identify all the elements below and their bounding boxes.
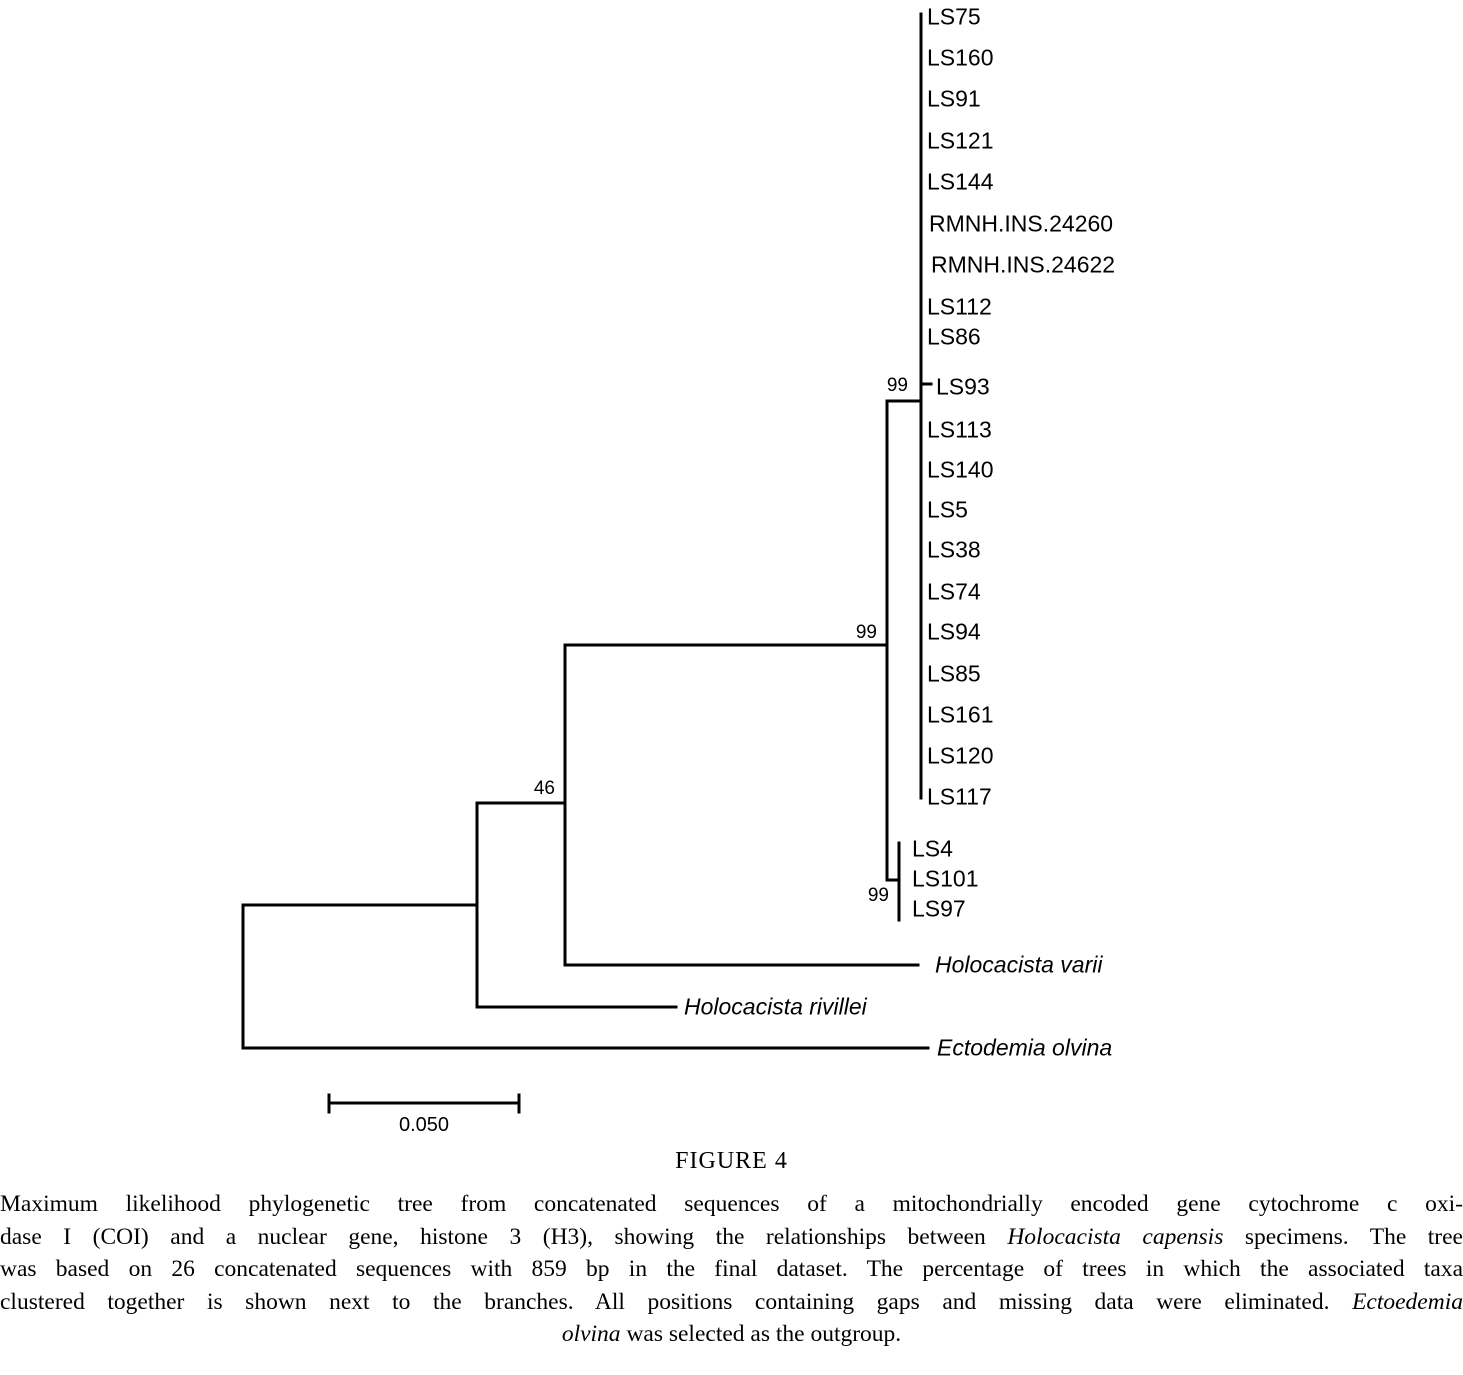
taxon-label: LS91 [927,85,981,112]
taxon-label: LS4 [912,835,953,862]
caption-text: Maximum likelihood phylogenetic tree fro… [0,1191,1463,1217]
taxon-label: LS5 [927,496,968,523]
taxon-label: LS97 [912,895,966,922]
figure-caption-title: FIGURE 4 [675,1148,788,1174]
bootstrap-value: 99 [867,885,889,906]
taxon-label: LS85 [927,660,981,687]
taxon-label: LS112 [927,293,992,320]
taxon-label: LS38 [927,536,981,563]
taxon-label: LS86 [927,323,981,350]
caption-line: was based on 26 concatenated sequences w… [0,1253,1463,1286]
taxon-label: Holocacista varii [935,951,1103,978]
taxon-label: Holocacista rivillei [684,993,867,1020]
bootstrap-value: 46 [533,778,555,799]
taxon-label: LS113 [927,416,992,443]
caption-italic-text: Holocacista capensis [1007,1223,1224,1250]
taxon-label: LS140 [927,456,994,483]
taxon-label: RMNH.INS.24260 [929,210,1114,237]
bootstrap-value: 99 [886,375,908,396]
scale-bar-label: 0.050 [398,1114,450,1136]
taxon-label: LS75 [927,3,981,30]
taxon-label: LS144 [927,168,994,195]
caption-text: was selected as the outgroup. [620,1321,902,1347]
taxon-label: LS101 [912,865,979,892]
caption-line: olvina was selected as the outgroup. [0,1318,1463,1351]
caption-line: dase I (COI) and a nuclear gene, histone… [0,1221,1463,1254]
caption-line: Maximum likelihood phylogenetic tree fro… [0,1188,1463,1221]
figure-caption-body: Maximum likelihood phylogenetic tree fro… [0,1188,1463,1351]
caption-text: was based on 26 concatenated sequences w… [0,1256,1463,1282]
caption-text: clustered together is shown next to the … [0,1288,1353,1315]
taxon-label: LS121 [927,127,994,154]
bootstrap-value: 99 [855,622,877,643]
taxon-label: LS74 [927,578,981,605]
taxon-label: LS94 [927,618,981,645]
taxon-label: LS161 [927,701,994,728]
caption-italic-text: Ectoedemia [1352,1288,1463,1315]
taxon-label: LS93 [936,373,990,400]
caption-italic-text: olvina [561,1321,621,1347]
caption-text: specimens. The tree [1223,1223,1463,1250]
taxon-label: LS117 [927,783,992,810]
caption-line: clustered together is shown next to the … [0,1286,1463,1319]
taxon-label: LS160 [927,44,994,71]
taxon-label: RMNH.INS.24622 [931,251,1116,278]
taxon-label: Ectodemia olvina [937,1034,1113,1061]
taxon-label: LS120 [927,742,994,769]
caption-text: dase I (COI) and a nuclear gene, histone… [0,1223,1008,1250]
